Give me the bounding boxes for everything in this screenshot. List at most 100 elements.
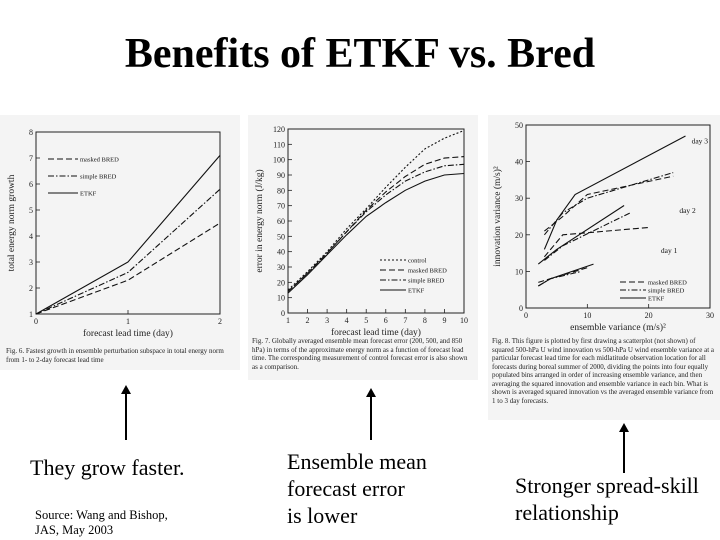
y-tick-label: 8 bbox=[29, 128, 33, 137]
y-tick-label: 50 bbox=[515, 121, 523, 130]
y-tick-label: 30 bbox=[515, 194, 523, 203]
y-tick-label: 40 bbox=[515, 158, 523, 167]
x-tick-label: 2 bbox=[218, 317, 222, 326]
y-tick-label: 7 bbox=[29, 154, 33, 163]
x-tick-label: 10 bbox=[460, 316, 468, 325]
series-line bbox=[287, 163, 465, 292]
figure-6-caption: Fig. 6. Fastest growth in ensemble pertu… bbox=[6, 347, 224, 364]
y-tick-label: 0 bbox=[281, 309, 285, 318]
series-line bbox=[287, 172, 465, 294]
x-tick-label: 8 bbox=[423, 316, 427, 325]
series-line bbox=[287, 129, 465, 291]
x-tick-label: 9 bbox=[442, 316, 446, 325]
y-tick-label: 3 bbox=[29, 258, 33, 267]
y-axis-label: error in energy norm (J/kg) bbox=[254, 169, 265, 272]
series-line bbox=[35, 222, 221, 315]
x-tick-label: 20 bbox=[645, 311, 653, 320]
y-tick-label: 80 bbox=[277, 186, 285, 195]
label-ensemble-mean: Ensemble mean forecast error is lower bbox=[287, 448, 467, 529]
x-tick-label: 0 bbox=[524, 311, 528, 320]
plot-frame bbox=[35, 131, 221, 315]
y-tick-label: 20 bbox=[277, 278, 285, 287]
source-citation: Source: Wang and Bishop, JAS, May 2003 bbox=[35, 508, 185, 538]
x-tick-label: 3 bbox=[325, 316, 329, 325]
series-line bbox=[538, 270, 582, 287]
x-tick-label: 0 bbox=[34, 317, 38, 326]
x-tick-label: 7 bbox=[403, 316, 407, 325]
legend-label: simple BRED bbox=[408, 278, 445, 285]
plot-frame bbox=[525, 124, 711, 309]
y-axis-label: total energy norm growth bbox=[7, 174, 17, 271]
figure-7-caption: Fig. 7. Globally averaged ensemble mean … bbox=[252, 337, 468, 371]
x-tick-label: 30 bbox=[706, 311, 714, 320]
y-tick-label: 2 bbox=[29, 284, 33, 293]
series-line bbox=[538, 263, 594, 287]
source-line: JAS, May 2003 bbox=[35, 523, 114, 537]
y-tick-label: 50 bbox=[277, 232, 285, 241]
y-tick-label: 4 bbox=[29, 232, 33, 241]
x-axis-label: forecast lead time (day) bbox=[331, 327, 421, 338]
day-annotation: day 1 bbox=[661, 246, 678, 255]
label-grow-faster: They grow faster. bbox=[30, 455, 185, 480]
figure-7-panel: 1 2 3 4 5 6 7 8 9 10 0 10 20 30 40 50 60 70 80 90 100 110 120 f… bbox=[248, 115, 478, 380]
y-tick-label: 30 bbox=[277, 263, 285, 272]
day-annotation: day 2 bbox=[679, 206, 696, 215]
legend-label: ETKF bbox=[408, 288, 425, 295]
series-line bbox=[35, 188, 221, 315]
legend-label: simple BRED bbox=[648, 288, 685, 295]
y-tick-label: 60 bbox=[277, 217, 285, 226]
legend-label: masked BRED bbox=[80, 157, 119, 164]
series-line bbox=[543, 226, 649, 258]
figure-8-caption: Fig. 8. This figure is plotted by first … bbox=[492, 337, 715, 405]
y-axis-label: innovation variance (m/s)² bbox=[492, 166, 503, 267]
arrow-middle bbox=[366, 388, 376, 440]
label-spread-skill-line: Stronger spread-skill bbox=[515, 473, 699, 498]
forecast-error-chart: 1 2 3 4 5 6 7 8 9 100102030405060708090100110120f… bbox=[254, 125, 468, 338]
y-tick-label: 6 bbox=[29, 180, 33, 189]
label-ensemble-mean-line: forecast error bbox=[287, 476, 405, 501]
x-axis-label: forecast lead time (day) bbox=[83, 328, 173, 339]
y-tick-label: 90 bbox=[277, 171, 285, 180]
slide-title: Benefits of ETKF vs. Bred bbox=[124, 31, 596, 77]
y-tick-label: 10 bbox=[515, 267, 523, 276]
day-annotation: day 3 bbox=[692, 136, 709, 145]
figure-6-panel: 0 1 2 1 2 3 4 5 6 7 8 forecast lead time (day) total… bbox=[0, 115, 240, 370]
y-tick-label: 10 bbox=[277, 294, 285, 303]
y-tick-label: 5 bbox=[29, 206, 33, 215]
y-tick-label: 40 bbox=[277, 248, 285, 257]
legend-label: masked BRED bbox=[408, 268, 447, 275]
x-tick-label: 1 bbox=[126, 317, 130, 326]
arrow-left bbox=[121, 385, 131, 440]
series-line bbox=[35, 155, 221, 315]
series-line bbox=[543, 135, 686, 250]
x-tick-label: 10 bbox=[583, 311, 591, 320]
legend-label: simple BRED bbox=[80, 174, 117, 181]
x-axis-label: ensemble variance (m/s)² bbox=[570, 322, 666, 333]
series-line bbox=[537, 205, 625, 265]
y-tick-label: 100 bbox=[273, 156, 285, 165]
y-tick-label: 110 bbox=[273, 140, 285, 149]
legend-label: control bbox=[408, 258, 427, 265]
source-line: Source: Wang and Bishop, bbox=[35, 508, 168, 522]
x-tick-label: 6 bbox=[384, 316, 388, 325]
label-spread-skill-line: relationship bbox=[515, 500, 619, 525]
label-spread-skill: Stronger spread-skill relationship bbox=[515, 472, 720, 526]
x-tick-label: 2 bbox=[306, 316, 310, 325]
label-ensemble-mean-line: Ensemble mean bbox=[287, 449, 427, 474]
x-tick-label: 5 bbox=[364, 316, 368, 325]
plot-frame bbox=[287, 128, 465, 314]
spread-skill-chart: 0 10 20 30 0 10 20 30 40 50 ensemble variance (m/s… bbox=[492, 121, 714, 333]
y-tick-label: 70 bbox=[277, 202, 285, 211]
x-tick-label: 1 bbox=[286, 316, 290, 325]
y-tick-label: 0 bbox=[519, 304, 523, 313]
legend-label: ETKF bbox=[80, 191, 97, 198]
series-line bbox=[287, 156, 465, 292]
figure-8-panel: 0 10 20 30 0 10 20 30 40 50 ensemble variance (m/s… bbox=[488, 115, 720, 420]
series-line bbox=[543, 172, 674, 236]
arrow-right bbox=[619, 423, 629, 473]
label-ensemble-mean-line: is lower bbox=[287, 503, 358, 528]
x-tick-label: 4 bbox=[345, 316, 349, 325]
legend-label: ETKF bbox=[648, 296, 665, 303]
y-tick-label: 20 bbox=[515, 231, 523, 240]
